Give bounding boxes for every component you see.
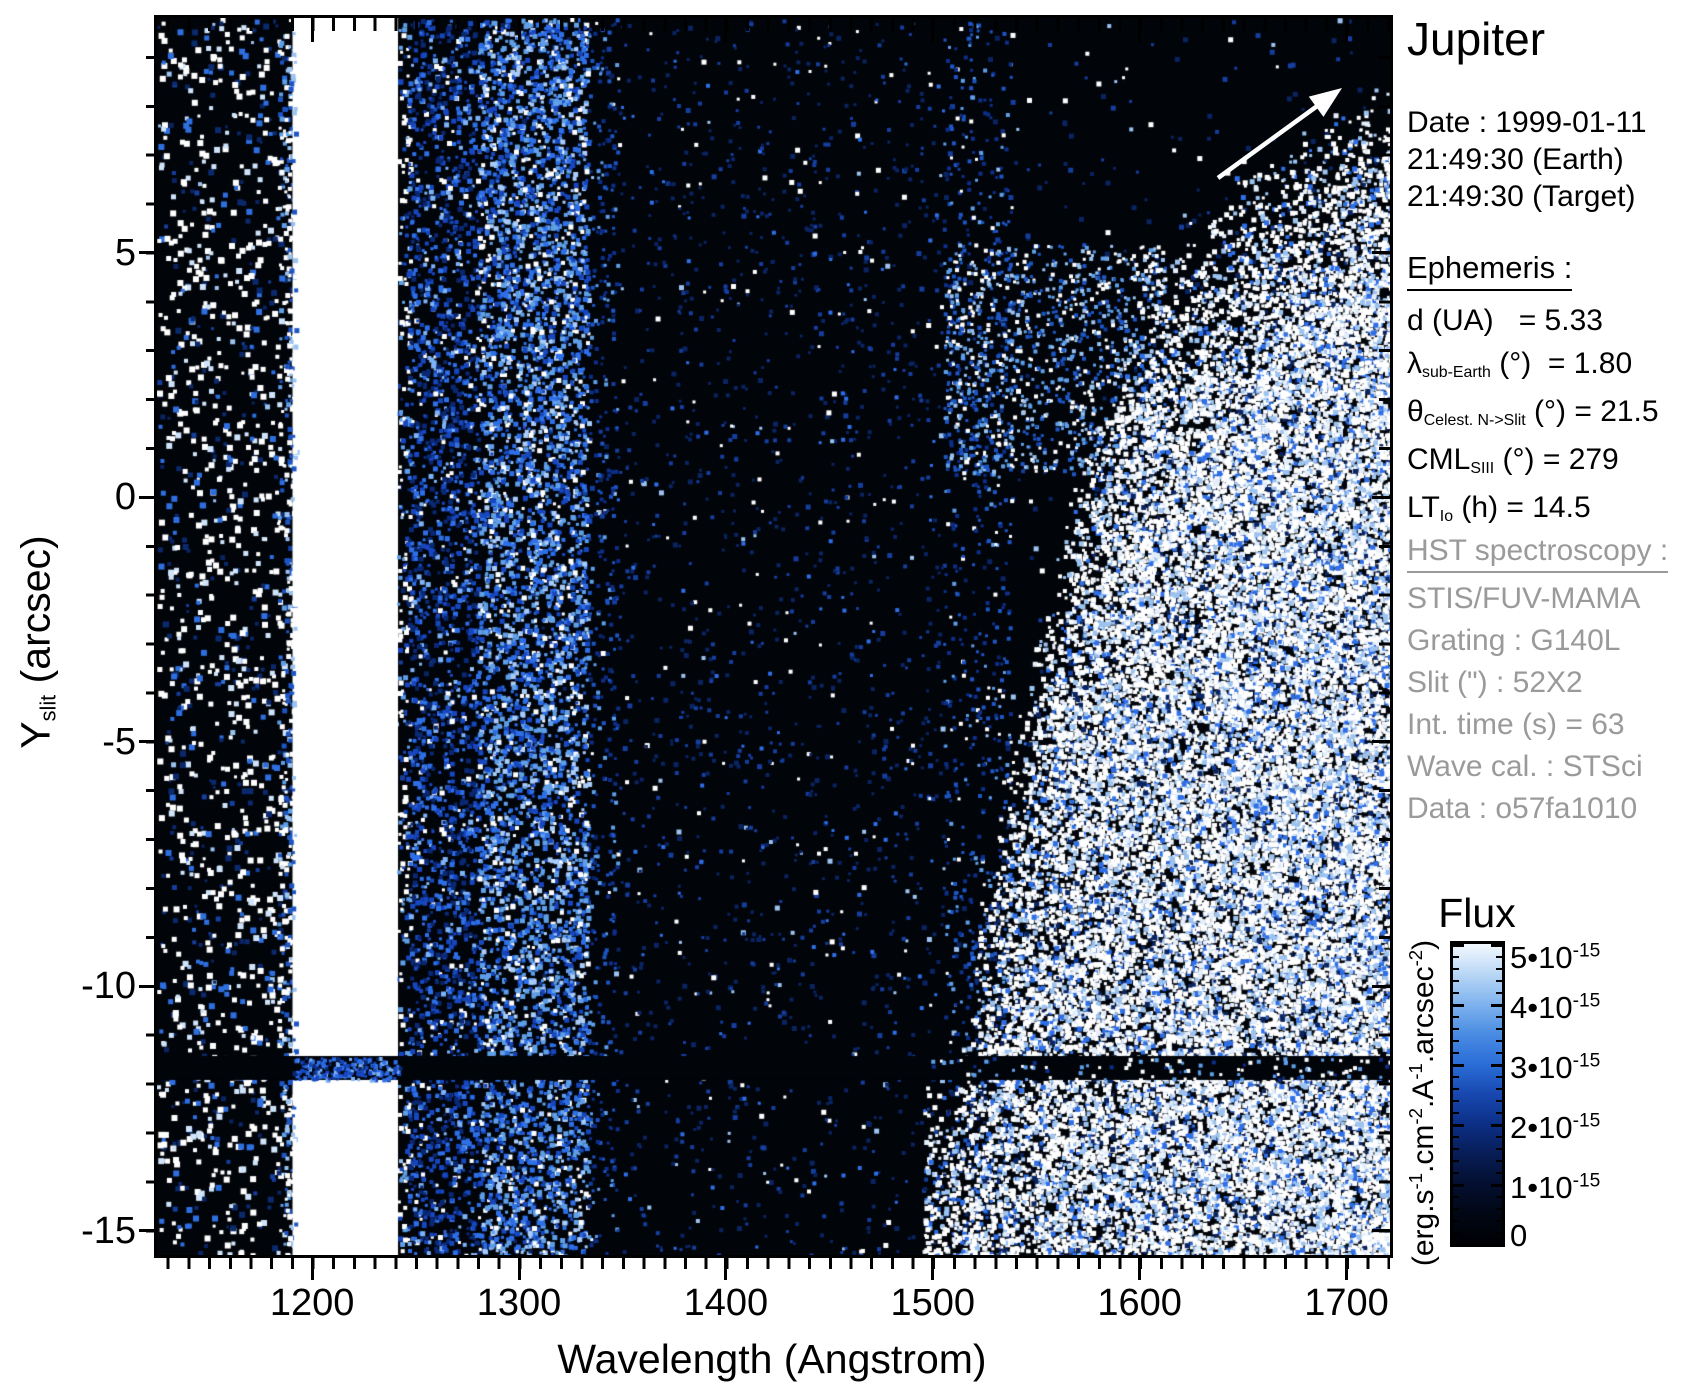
observation-block: Date : 1999-01-11 21:49:30 (Earth) 21:49…	[1407, 104, 1647, 215]
ephemeris-row: λsub-Earth (°) = 1.80	[1407, 347, 1633, 382]
ephemeris-rows: d (UA) = 5.33 λsub-Earth (°) = 1.80 θCeles…	[1407, 299, 1659, 534]
hst-row: Data : o57fa1010	[1407, 792, 1638, 825]
y-tick-label: 0	[114, 476, 136, 519]
ephemeris-row: LTIo (h) = 14.5	[1407, 491, 1591, 526]
obs-date: Date : 1999-01-11	[1407, 106, 1647, 139]
obs-time-earth: 21:49:30 (Earth)	[1407, 143, 1624, 176]
ephemeris-row: CMLSIII (°) = 279	[1407, 443, 1619, 478]
x-major-tick-bottom	[1345, 1258, 1349, 1280]
y-major-tick-right	[1372, 495, 1390, 499]
y-major-tick-right	[1372, 984, 1390, 988]
hst-row: Grating : G140L	[1407, 624, 1621, 657]
x-tick-label: 1200	[269, 1282, 355, 1324]
x-tick-label: 1700	[1304, 1282, 1389, 1324]
x-major-tick-bottom	[724, 1258, 728, 1280]
y-major-tick-left	[139, 251, 157, 255]
colorbar-tick-label: 1•10-15	[1510, 1170, 1601, 1205]
colorbar-tick-label: 4•10-15	[1510, 990, 1601, 1025]
y-major-tick-right	[1372, 251, 1390, 255]
y-tick-label: -5	[102, 720, 136, 763]
y-tick-label: 5	[114, 231, 136, 274]
y-tick-label: -10	[81, 965, 136, 1008]
ephemeris-row: θCelest. N->Slit (°) = 21.5	[1407, 395, 1659, 430]
colorbar-tick-label: 3•10-15	[1510, 1050, 1601, 1085]
hst-row: Int. time (s) = 63	[1407, 708, 1625, 741]
x-axis-minor-ticks-bottom	[157, 1258, 1390, 1269]
colorbar-tick-label: 5•10-15	[1510, 940, 1601, 975]
hst-row: Wave cal. : STSci	[1407, 750, 1643, 783]
y-tick-label: -15	[81, 1209, 136, 1252]
x-tick-label: 1500	[890, 1282, 976, 1324]
x-tick-label: 1400	[683, 1282, 769, 1324]
colorbar-title: Flux	[1438, 890, 1516, 936]
figure-title: Jupiter	[1407, 13, 1546, 65]
colorbar-tick-label: 0	[1510, 1218, 1528, 1253]
arrow-shaft-icon	[1216, 102, 1321, 180]
x-major-tick-top	[517, 18, 521, 42]
x-major-tick-top	[310, 18, 314, 42]
ephemeris-header: Ephemeris :	[1407, 250, 1573, 291]
x-major-tick-bottom	[1138, 1258, 1142, 1280]
ephemeris-row: d (UA) = 5.33	[1407, 304, 1603, 337]
x-major-tick-top	[1138, 18, 1142, 42]
x-tick-label: 1300	[476, 1282, 562, 1324]
x-major-tick-bottom	[310, 1258, 314, 1280]
y-axis-label: Yslit (arcsec)	[12, 535, 61, 749]
colorbar	[1450, 941, 1505, 1247]
north-direction-arrow	[1216, 88, 1342, 180]
x-major-tick-top	[931, 18, 935, 42]
arrow-head-icon	[1308, 88, 1342, 117]
x-axis-label: Wavelength (Angstrom)	[557, 1336, 987, 1382]
x-major-tick-bottom	[517, 1258, 521, 1280]
y-major-tick-left	[139, 1229, 157, 1233]
y-major-tick-left	[139, 984, 157, 988]
colorbar-units-label: (erg.s-1.cm-2.A-1.arcsec-2)	[1405, 939, 1440, 1267]
hst-row: Slit (") : 52X2	[1407, 666, 1583, 699]
x-major-tick-top	[724, 18, 728, 42]
spectrogram-canvas	[157, 18, 1390, 1255]
x-major-tick-bottom	[931, 1258, 935, 1280]
obs-time-target: 21:49:30 (Target)	[1407, 180, 1636, 213]
y-major-tick-left	[139, 740, 157, 744]
hst-row: STIS/FUV-MAMA	[1407, 582, 1641, 615]
colorbar-tick-label: 2•10-15	[1510, 1110, 1601, 1145]
hst-spectroscopy-rows: STIS/FUV-MAMA Grating : G140L Slit (") : 5…	[1407, 578, 1643, 830]
y-major-tick-right	[1372, 1229, 1390, 1233]
x-tick-label: 1600	[1097, 1282, 1182, 1324]
hst-spectroscopy-header: HST spectroscopy :	[1407, 534, 1669, 573]
y-major-tick-right	[1372, 740, 1390, 744]
y-major-tick-left	[139, 495, 157, 499]
x-major-tick-top	[1345, 18, 1349, 42]
